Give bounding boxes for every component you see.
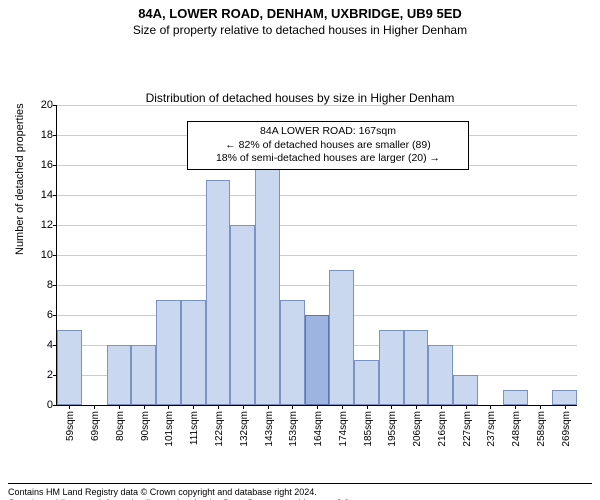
bar-slot: 258sqm: [528, 105, 553, 405]
bar-slot: 90sqm: [131, 105, 156, 405]
xtick-label: 248sqm: [511, 411, 522, 447]
bar-slot: 248sqm: [503, 105, 528, 405]
xtick-label: 195sqm: [387, 411, 398, 447]
xtick-label: 174sqm: [338, 411, 349, 447]
bar: [379, 330, 404, 405]
xtick-mark: [292, 405, 293, 409]
xtick-label: 122sqm: [214, 411, 225, 447]
xtick-label: 90sqm: [140, 411, 151, 441]
ytick-label: 2: [29, 369, 53, 381]
callout-line-1: 84A LOWER ROAD: 167sqm: [194, 125, 462, 139]
bar: [131, 345, 156, 405]
bar: [107, 345, 132, 405]
y-axis-label: Number of detached properties: [14, 103, 26, 255]
bar: [206, 180, 231, 405]
bar-slot: 59sqm: [57, 105, 82, 405]
callout-line-2: ← 82% of detached houses are smaller (89…: [194, 139, 462, 153]
bar: [552, 390, 577, 405]
bar-slot: 69sqm: [82, 105, 107, 405]
title-main: 84A, LOWER ROAD, DENHAM, UXBRIDGE, UB9 5…: [0, 6, 600, 21]
xtick-label: 111sqm: [189, 411, 200, 445]
ytick-label: 14: [29, 189, 53, 201]
ytick-label: 20: [29, 99, 53, 111]
callout-box: 84A LOWER ROAD: 167sqm ← 82% of detached…: [187, 121, 469, 170]
xtick-mark: [168, 405, 169, 409]
xtick-label: 80sqm: [115, 411, 126, 441]
xtick-mark: [416, 405, 417, 409]
x-axis-label: Distribution of detached houses by size …: [0, 91, 600, 105]
bar: [280, 300, 305, 405]
ytick-mark: [53, 405, 57, 406]
xtick-mark: [565, 405, 566, 409]
xtick-label: 269sqm: [561, 411, 572, 447]
bar: [404, 330, 429, 405]
xtick-label: 206sqm: [412, 411, 423, 447]
xtick-mark: [193, 405, 194, 409]
xtick-mark: [515, 405, 516, 409]
xtick-label: 227sqm: [462, 411, 473, 447]
xtick-mark: [367, 405, 368, 409]
xtick-label: 153sqm: [288, 411, 299, 447]
xtick-mark: [540, 405, 541, 409]
bar: [329, 270, 354, 405]
xtick-label: 101sqm: [164, 411, 175, 447]
bar: [230, 225, 255, 405]
xtick-mark: [441, 405, 442, 409]
xtick-mark: [243, 405, 244, 409]
bar: [57, 330, 82, 405]
xtick-mark: [317, 405, 318, 409]
xtick-mark: [69, 405, 70, 409]
xtick-label: 258sqm: [536, 411, 547, 447]
bar: [255, 165, 280, 405]
bar: [181, 300, 206, 405]
ytick-label: 16: [29, 159, 53, 171]
bar-slot: 101sqm: [156, 105, 181, 405]
xtick-mark: [342, 405, 343, 409]
bar-slot: 80sqm: [107, 105, 132, 405]
footer: Contains HM Land Registry data © Crown c…: [0, 483, 600, 500]
ytick-label: 10: [29, 249, 53, 261]
bar: [354, 360, 379, 405]
callout-line-3: 18% of semi-detached houses are larger (…: [194, 152, 462, 166]
xtick-label: 237sqm: [486, 411, 497, 447]
xtick-mark: [119, 405, 120, 409]
xtick-mark: [391, 405, 392, 409]
bar-slot: 237sqm: [478, 105, 503, 405]
footer-divider: [8, 483, 592, 484]
plot-area: 59sqm69sqm80sqm90sqm101sqm111sqm122sqm13…: [56, 105, 577, 406]
xtick-label: 164sqm: [313, 411, 324, 447]
bar-slot: 269sqm: [552, 105, 577, 405]
bar: [453, 375, 478, 405]
xtick-mark: [466, 405, 467, 409]
ytick-label: 0: [29, 399, 53, 411]
footer-line-1: Contains HM Land Registry data © Crown c…: [8, 487, 592, 498]
xtick-label: 132sqm: [239, 411, 250, 447]
xtick-mark: [94, 405, 95, 409]
xtick-label: 185sqm: [363, 411, 374, 447]
xtick-label: 216sqm: [437, 411, 448, 447]
ytick-label: 12: [29, 219, 53, 231]
ytick-label: 6: [29, 309, 53, 321]
title-sub: Size of property relative to detached ho…: [0, 23, 600, 37]
xtick-mark: [218, 405, 219, 409]
bar: [305, 315, 330, 405]
bar: [156, 300, 181, 405]
xtick-label: 59sqm: [65, 411, 76, 441]
xtick-mark: [144, 405, 145, 409]
xtick-label: 69sqm: [90, 411, 101, 441]
ytick-label: 18: [29, 129, 53, 141]
xtick-mark: [268, 405, 269, 409]
chart: Number of detached properties 59sqm69sqm…: [0, 91, 600, 481]
bar: [503, 390, 528, 405]
ytick-label: 8: [29, 279, 53, 291]
bar: [428, 345, 453, 405]
xtick-mark: [490, 405, 491, 409]
xtick-label: 143sqm: [264, 411, 275, 447]
ytick-label: 4: [29, 339, 53, 351]
